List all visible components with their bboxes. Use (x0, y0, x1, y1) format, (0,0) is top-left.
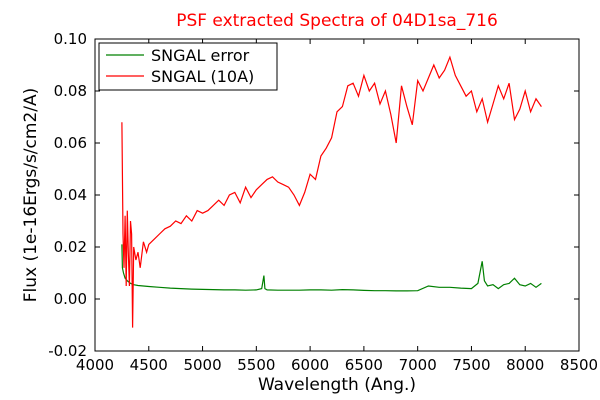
x-tick-label: 5000 (183, 356, 221, 374)
x-axis-label: Wavelength (Ang.) (258, 375, 416, 395)
legend-label-sngal-error: SNGAL error (151, 46, 250, 65)
x-tick-label: 4500 (130, 356, 168, 374)
legend-box (98, 42, 278, 91)
plot-lines (121, 55, 542, 328)
y-tick-label: 0.04 (54, 186, 87, 204)
series-line-sngal-error (121, 244, 542, 292)
x-tick-label: 6500 (345, 356, 383, 374)
x-tick-label: 6000 (291, 356, 329, 374)
x-tick-label: 5500 (237, 356, 275, 374)
x-tick-labels: 4000 4500 5000 5500 6000 6500 7000 7500 8000 8500 (76, 356, 598, 374)
y-axis-label: Flux (1e-16Ergs/s/cm2/A) (21, 88, 41, 303)
x-tick-label: 7500 (452, 356, 490, 374)
x-tick-label: 8000 (506, 356, 544, 374)
y-tick-label: 0.06 (54, 134, 87, 152)
y-tick-label: 0.08 (54, 82, 87, 100)
x-tick-label: 8500 (560, 356, 598, 374)
y-tick-labels: -0.02 0.00 0.02 0.04 0.06 0.08 0.10 (48, 30, 87, 360)
plot-frame (94, 38, 580, 352)
x-tick-label: 7000 (399, 356, 437, 374)
legend-label-sngal-10a: SNGAL (10A) (151, 67, 254, 86)
chart-title: PSF extracted Spectra of 04D1sa_716 (176, 11, 498, 31)
y-tick-label: 0.02 (54, 238, 87, 256)
legend: SNGAL error SNGAL (10A) (98, 42, 278, 91)
y-tick-label: 0.00 (54, 290, 87, 308)
x-tick-label: 4000 (76, 356, 114, 374)
y-tick-label: 0.10 (54, 30, 87, 48)
series-line-sngal-10a (121, 55, 542, 328)
y-tick-label: -0.02 (48, 342, 87, 360)
